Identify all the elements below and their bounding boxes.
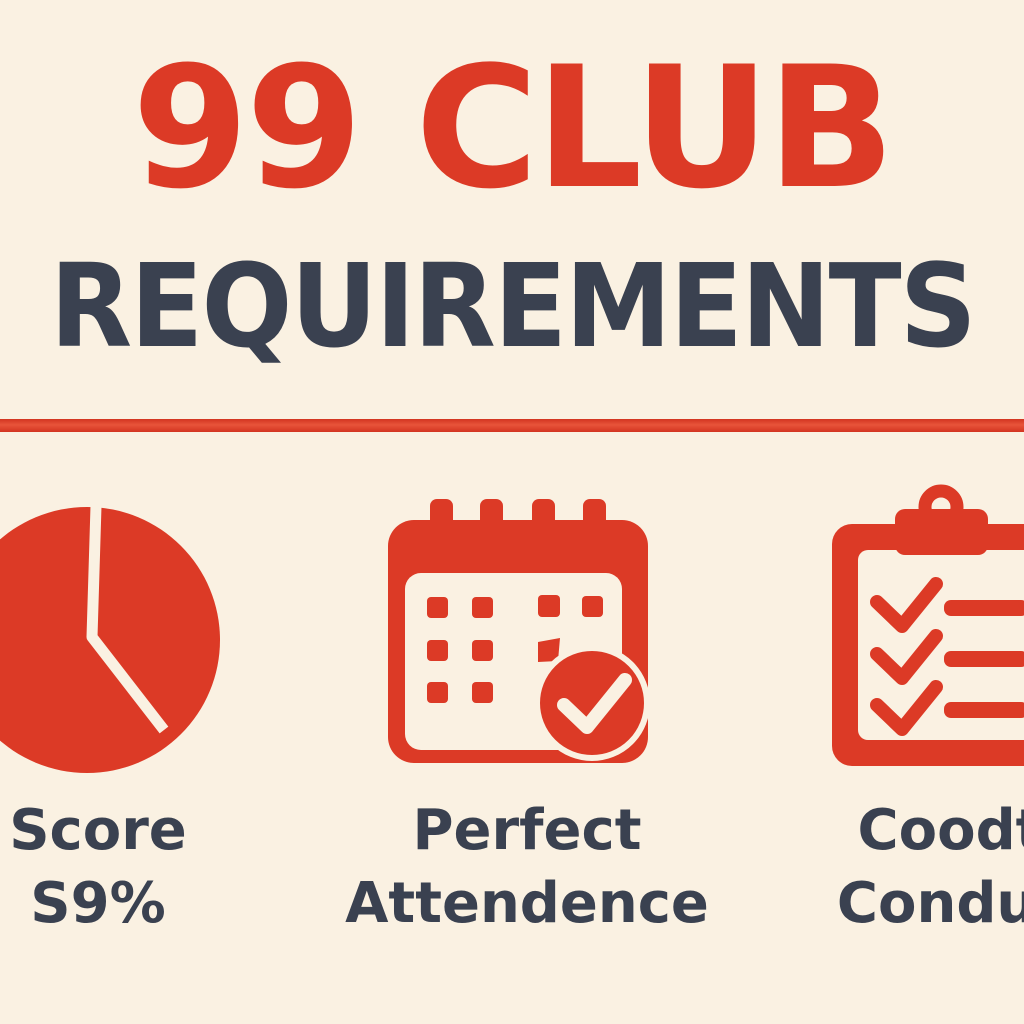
calendar-grid-square — [427, 682, 448, 703]
checklist-line — [944, 702, 1024, 718]
item-label-score: Score S9% — [0, 794, 208, 940]
clipboard-checklist-icon — [832, 484, 1024, 766]
poster-subtitle: REQUIREMENTS — [0, 250, 1024, 365]
label-line: Score — [9, 798, 187, 863]
checklist-check — [870, 680, 943, 736]
checklist-check — [870, 629, 943, 685]
calendar-grid-square — [472, 682, 493, 703]
checklist-check — [870, 577, 943, 633]
checklist-line — [944, 600, 1024, 616]
calendar-grid-square — [472, 597, 493, 618]
clipboard-clip — [895, 509, 988, 555]
pie-chart-icon — [0, 505, 220, 773]
calendar-grid-square — [472, 640, 493, 661]
item-label-attendance: Perfect Attendence — [327, 794, 727, 940]
label-line: Perfect — [412, 798, 642, 863]
label-line: Coodt — [857, 798, 1024, 863]
item-label-conduct: Coodt Condut — [800, 794, 1024, 940]
pie-slice-lines — [86, 505, 169, 734]
calendar-grid-square — [538, 638, 560, 662]
pie-circle — [0, 507, 220, 773]
checklist-line — [944, 651, 1024, 667]
clipboard-paper — [858, 550, 1024, 740]
calendar-grid-square — [427, 640, 448, 661]
calendar-grid-square — [582, 596, 603, 617]
calendar-grid-square — [427, 597, 448, 618]
poster-subtitle-text: REQUIREMENTS — [49, 240, 976, 374]
check-badge — [534, 645, 650, 761]
label-line: S9% — [30, 871, 166, 936]
divider-line — [0, 419, 1024, 432]
label-line: Attendence — [345, 871, 709, 936]
calendar-check-icon — [388, 499, 650, 763]
poster-title: 99 CLUB — [131, 30, 895, 226]
label-line: Condut — [836, 871, 1024, 936]
checkmark-icon — [557, 673, 632, 734]
calendar-grid-square — [538, 595, 560, 617]
